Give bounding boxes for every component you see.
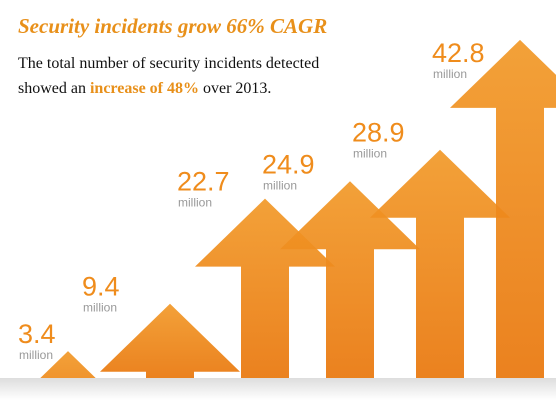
value-label: 42.8 [432, 38, 485, 68]
arrow [370, 149, 510, 378]
value-label: 3.4 [18, 319, 56, 349]
unit-label: million [433, 67, 467, 81]
arrows [17, 39, 556, 400]
unit-label: million [19, 348, 53, 362]
arrow [450, 39, 556, 378]
unit-label: million [178, 196, 212, 210]
subtitle-highlight: increase of 48% [90, 80, 199, 97]
subtitle: over 2013. [199, 80, 271, 97]
subtitle: showed an increase of 48% over 2013. [18, 80, 271, 97]
unit-label: million [83, 301, 117, 315]
value-label: 24.9 [262, 149, 315, 179]
unit-label: million [263, 178, 297, 192]
value-label: 22.7 [177, 167, 230, 197]
arrow [100, 303, 240, 378]
value-label: 9.4 [82, 272, 120, 302]
chart-title: Security incidents grow 66% CAGR [18, 14, 327, 38]
unit-label: million [353, 147, 387, 161]
subtitle: The total number of security incidents d… [18, 55, 319, 72]
arrow [280, 181, 420, 378]
floor [0, 378, 556, 400]
subtitle: showed an [18, 80, 90, 97]
value-label: 28.9 [352, 118, 405, 148]
